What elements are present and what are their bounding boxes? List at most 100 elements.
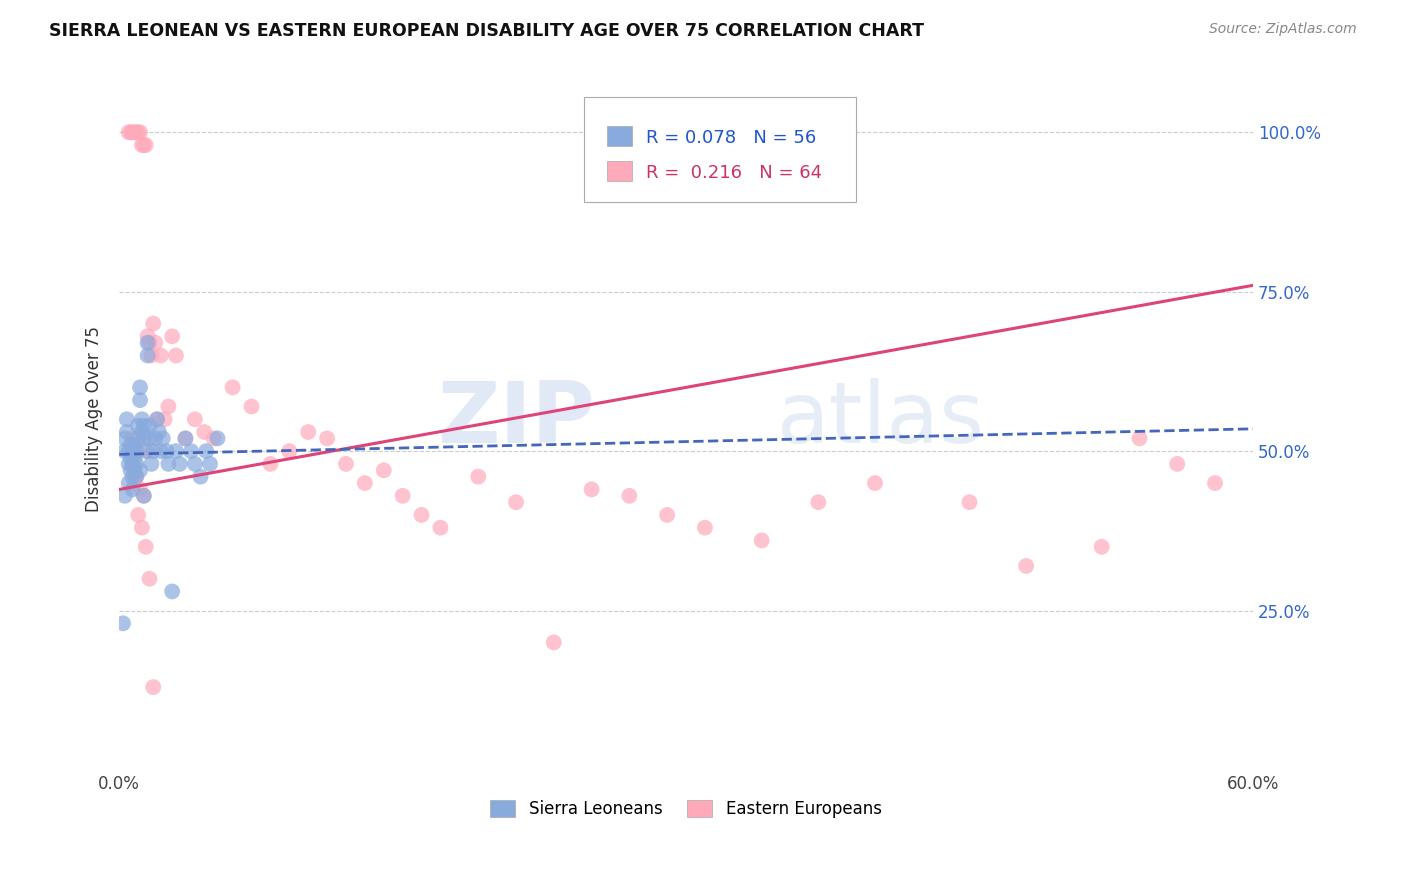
Y-axis label: Disability Age Over 75: Disability Age Over 75 bbox=[86, 326, 103, 512]
Point bbox=[121, 457, 143, 471]
Point bbox=[751, 533, 773, 548]
Point bbox=[136, 329, 159, 343]
Point bbox=[149, 444, 172, 458]
Point bbox=[118, 444, 141, 458]
Text: R =  0.216   N = 64: R = 0.216 N = 64 bbox=[647, 164, 823, 182]
Point bbox=[467, 469, 489, 483]
Point bbox=[138, 418, 160, 433]
Point bbox=[125, 444, 148, 458]
Point bbox=[157, 457, 180, 471]
Point bbox=[373, 463, 395, 477]
Point bbox=[129, 463, 152, 477]
Point bbox=[543, 635, 565, 649]
Point bbox=[160, 329, 183, 343]
Point bbox=[125, 469, 148, 483]
Point bbox=[135, 138, 157, 153]
Point bbox=[202, 431, 225, 445]
Point bbox=[198, 457, 221, 471]
Point bbox=[959, 495, 981, 509]
Point bbox=[240, 400, 263, 414]
Point bbox=[316, 431, 339, 445]
Point bbox=[1128, 431, 1150, 445]
Point bbox=[184, 412, 207, 426]
Point bbox=[138, 335, 160, 350]
Point bbox=[1091, 540, 1114, 554]
Point bbox=[297, 425, 319, 439]
Point bbox=[114, 444, 136, 458]
Point bbox=[693, 521, 716, 535]
Point bbox=[136, 349, 159, 363]
Point bbox=[121, 125, 143, 139]
Point bbox=[131, 425, 153, 439]
Point bbox=[124, 476, 146, 491]
Point bbox=[120, 125, 142, 139]
Point bbox=[429, 521, 451, 535]
Point bbox=[114, 489, 136, 503]
Point bbox=[121, 431, 143, 445]
Point bbox=[207, 431, 229, 445]
Point bbox=[1015, 558, 1038, 573]
Point bbox=[125, 469, 148, 483]
Text: SIERRA LEONEAN VS EASTERN EUROPEAN DISABILITY AGE OVER 75 CORRELATION CHART: SIERRA LEONEAN VS EASTERN EUROPEAN DISAB… bbox=[49, 22, 924, 40]
Point bbox=[118, 457, 141, 471]
Point bbox=[1204, 476, 1226, 491]
Point bbox=[132, 418, 155, 433]
Point bbox=[120, 438, 142, 452]
Point bbox=[143, 431, 166, 445]
Point bbox=[138, 431, 160, 445]
Point bbox=[124, 450, 146, 465]
Point bbox=[135, 540, 157, 554]
Point bbox=[136, 444, 159, 458]
Point bbox=[131, 521, 153, 535]
Point bbox=[135, 444, 157, 458]
Text: R = 0.078   N = 56: R = 0.078 N = 56 bbox=[647, 129, 817, 147]
Point bbox=[148, 425, 170, 439]
Point bbox=[112, 616, 135, 631]
Point bbox=[121, 483, 143, 497]
Point bbox=[155, 444, 177, 458]
Point bbox=[354, 476, 377, 491]
Point bbox=[180, 444, 202, 458]
Point bbox=[127, 508, 149, 522]
Point bbox=[165, 349, 187, 363]
Point bbox=[1166, 457, 1188, 471]
Point bbox=[129, 125, 152, 139]
Point bbox=[129, 380, 152, 394]
Point bbox=[184, 457, 207, 471]
Point bbox=[131, 412, 153, 426]
Point bbox=[169, 457, 191, 471]
Point bbox=[127, 125, 149, 139]
Point bbox=[143, 335, 166, 350]
Bar bbox=[607, 126, 631, 145]
Point bbox=[142, 317, 165, 331]
Point bbox=[581, 483, 603, 497]
Point bbox=[138, 572, 160, 586]
Point bbox=[129, 483, 152, 497]
Point bbox=[141, 349, 163, 363]
Point bbox=[221, 380, 243, 394]
Point bbox=[157, 400, 180, 414]
Point bbox=[152, 431, 174, 445]
Point bbox=[121, 444, 143, 458]
Point bbox=[411, 508, 433, 522]
Point bbox=[125, 125, 148, 139]
Point bbox=[391, 489, 413, 503]
Point bbox=[165, 444, 187, 458]
Bar bbox=[607, 161, 631, 181]
Text: Source: ZipAtlas.com: Source: ZipAtlas.com bbox=[1209, 22, 1357, 37]
Point bbox=[278, 444, 301, 458]
Point bbox=[142, 680, 165, 694]
Text: atlas: atlas bbox=[776, 377, 984, 461]
Point bbox=[132, 489, 155, 503]
Point bbox=[131, 138, 153, 153]
Point bbox=[127, 431, 149, 445]
Point bbox=[807, 495, 830, 509]
Point bbox=[141, 457, 163, 471]
Point bbox=[115, 412, 138, 426]
Point bbox=[118, 125, 141, 139]
Point bbox=[193, 425, 215, 439]
Point bbox=[125, 457, 148, 471]
Point bbox=[132, 431, 155, 445]
Text: ZIP: ZIP bbox=[437, 377, 595, 461]
Point bbox=[124, 463, 146, 477]
